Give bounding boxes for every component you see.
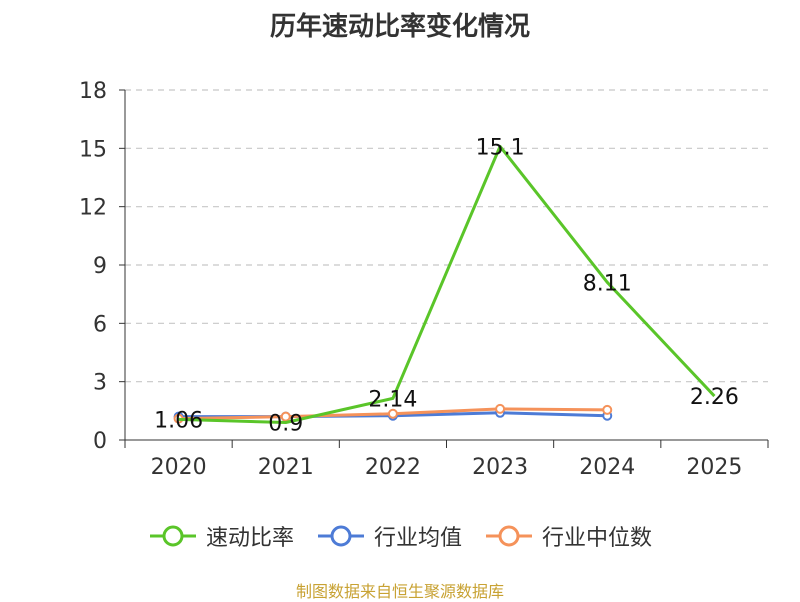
data-point	[387, 408, 398, 419]
legend-item[interactable]: 行业中位数	[484, 520, 652, 552]
data-label: 8.11	[583, 271, 632, 296]
x-tick-label: 2022	[365, 455, 421, 480]
x-tick-label: 2024	[579, 455, 635, 480]
legend-item[interactable]: 速动比率	[148, 520, 294, 552]
y-tick-label: 3	[93, 371, 107, 396]
series-line-quick-ratio	[178, 144, 716, 424]
y-tick-label: 9	[93, 254, 107, 279]
y-tick-label: 15	[79, 137, 107, 162]
legend-label: 速动比率	[205, 526, 294, 551]
y-tick-label: 0	[93, 429, 107, 454]
data-point	[280, 411, 291, 422]
data-label: 1.06	[154, 408, 203, 433]
data-point	[602, 404, 613, 415]
data-label: 2.26	[690, 385, 739, 410]
data-label: 2.14	[368, 387, 417, 412]
x-tick-label: 2021	[258, 455, 314, 480]
legend-label: 行业均值	[373, 526, 462, 551]
data-label: 15.1	[476, 135, 525, 160]
x-tick-label: 2020	[151, 455, 207, 480]
chart-title: 历年速动比率变化情况	[269, 12, 530, 42]
legend-swatch	[486, 525, 532, 547]
x-tick-label: 2023	[472, 455, 528, 480]
data-point	[495, 403, 506, 414]
legend-swatch	[149, 525, 196, 547]
legend: 速动比率 行业均值 行业中位数	[0, 520, 800, 552]
y-tick-label: 18	[79, 79, 107, 104]
data-label: 0.9	[268, 412, 303, 437]
source-note: 制图数据来自恒生聚源数据库	[295, 582, 504, 601]
y-tick-label: 6	[93, 312, 107, 337]
legend-item[interactable]: 行业均值	[316, 520, 462, 552]
y-tick-label: 12	[79, 196, 107, 221]
legend-label: 行业中位数	[542, 526, 653, 551]
x-tick-label: 2025	[686, 455, 742, 480]
legend-swatch	[317, 525, 364, 547]
